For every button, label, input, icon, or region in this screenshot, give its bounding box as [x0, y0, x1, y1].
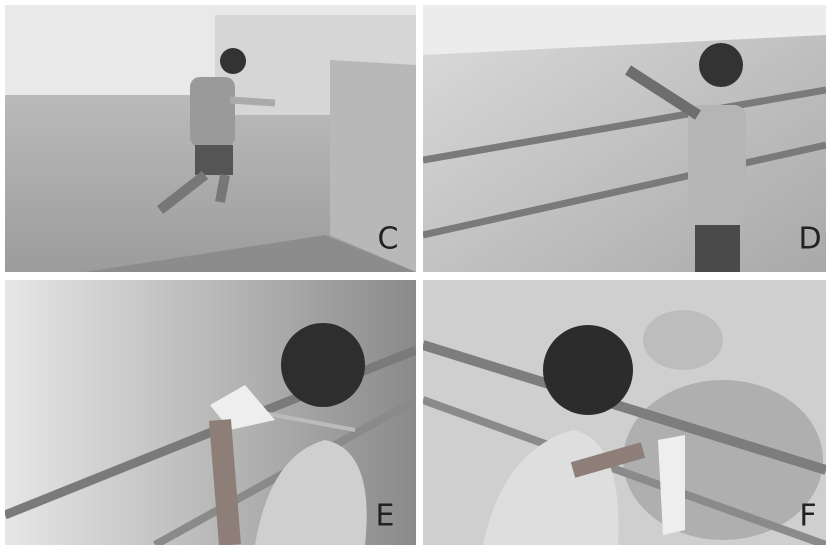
panel-d: D [423, 5, 826, 272]
panel-label: E [376, 499, 395, 534]
panel-e: E [5, 280, 416, 545]
panel-f: F [423, 280, 826, 545]
panel-label: D [798, 222, 821, 257]
panel-label: F [799, 499, 816, 534]
panel-c: C [5, 5, 416, 272]
panel-label: C [378, 222, 399, 257]
